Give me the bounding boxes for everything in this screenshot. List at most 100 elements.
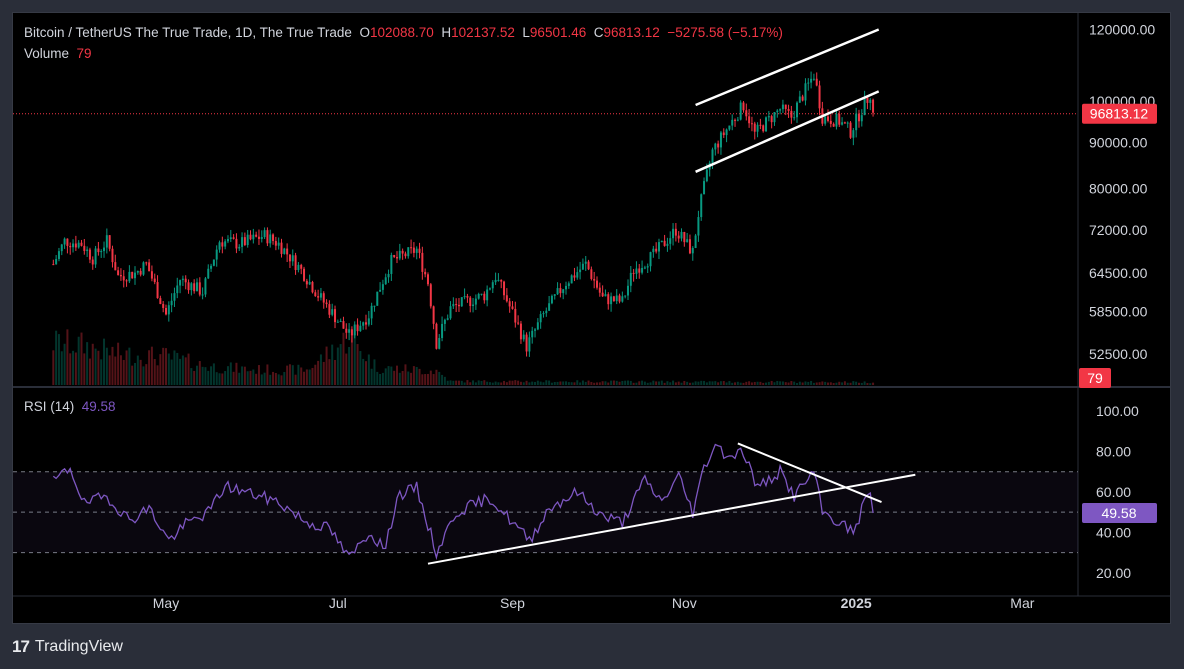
volume-bar <box>855 381 858 385</box>
candle-body <box>604 294 607 297</box>
candle-body <box>807 82 810 84</box>
candle-body <box>753 123 756 132</box>
candle-body <box>69 245 72 248</box>
symbol-title[interactable]: Bitcoin / TetherUS The True Trade, 1D, T… <box>24 25 352 40</box>
candle-body <box>288 254 291 262</box>
volume-bar <box>165 348 167 385</box>
candle-body <box>226 239 229 242</box>
candle-body <box>646 266 649 268</box>
volume-bar <box>72 350 75 385</box>
open-value: 102088.70 <box>369 25 434 40</box>
volume-bar <box>829 382 832 385</box>
candle-body <box>793 117 796 119</box>
candle-body <box>283 248 286 254</box>
volume-bar <box>469 382 472 385</box>
volume-bar <box>542 382 545 385</box>
candle-body <box>632 272 635 274</box>
candle-body <box>429 284 432 307</box>
candle-body <box>435 323 438 349</box>
volume-bar <box>626 380 629 385</box>
candle-body <box>426 274 429 285</box>
volume-bar <box>407 371 410 385</box>
volume-bar <box>514 380 517 385</box>
volume-bar <box>734 382 737 385</box>
candle-body <box>691 248 694 254</box>
volume-bar <box>818 382 821 385</box>
volume-bar <box>697 381 700 385</box>
volume-bar <box>584 381 587 385</box>
candle-body <box>260 237 263 239</box>
volume-bar <box>472 380 475 385</box>
volume-bar <box>570 382 573 385</box>
candle-body <box>353 324 356 336</box>
volume-bar <box>370 368 373 385</box>
legend-volume[interactable]: Volume 79 <box>24 46 92 61</box>
candle-body <box>184 278 187 283</box>
volume-bar <box>700 380 703 385</box>
candle-body <box>824 116 827 124</box>
volume-bar <box>97 350 100 385</box>
candle-body <box>765 117 768 132</box>
candle-body <box>210 265 213 269</box>
volume-bar <box>103 338 106 385</box>
volume-bar <box>728 381 731 385</box>
low-value: 96501.46 <box>529 25 587 40</box>
candle-body <box>593 278 596 281</box>
candle-body <box>669 238 672 244</box>
volume-bar <box>350 334 353 385</box>
volume-bar <box>550 382 553 385</box>
candle-body <box>759 124 762 126</box>
volume-bar <box>288 364 291 385</box>
volume-bar <box>384 368 387 385</box>
chart-canvas[interactable]: 120000.00100000.0090000.0080000.0072000.… <box>13 13 1170 623</box>
candle-body <box>686 239 689 243</box>
volume-bar <box>331 344 334 385</box>
volume-bar <box>556 381 559 385</box>
low-label: L <box>522 25 530 40</box>
volume-bar <box>534 381 537 385</box>
volume-bar <box>511 380 514 385</box>
candle-body <box>494 279 497 283</box>
volume-bar <box>776 380 779 385</box>
volume-bar <box>798 381 801 385</box>
volume-bar <box>672 380 675 385</box>
candle-body <box>415 248 418 253</box>
candle-body <box>503 281 506 296</box>
candle-body <box>393 255 396 258</box>
last-price-badge-bg <box>1082 103 1157 124</box>
candle-body <box>83 245 86 251</box>
candle-body <box>224 241 227 247</box>
candle-body <box>322 293 325 303</box>
footer[interactable]: 17 TradingView <box>12 636 123 658</box>
volume-bar <box>148 350 151 385</box>
candle-body <box>176 285 179 294</box>
volume-bar <box>525 380 528 385</box>
volume-bar <box>756 381 759 385</box>
rsi-label: RSI (14) <box>24 399 75 414</box>
candle-body <box>863 97 866 116</box>
volume-bar <box>508 380 511 385</box>
candle-body <box>128 271 131 282</box>
volume-bar <box>74 352 77 385</box>
volume-bar <box>463 382 466 385</box>
volume-bar <box>590 381 593 385</box>
candle-body <box>319 293 322 298</box>
candle-body <box>229 237 232 240</box>
volume-bar <box>872 382 875 385</box>
legend-rsi[interactable]: RSI (14) 49.58 <box>24 399 116 414</box>
volume-bar <box>748 381 751 385</box>
candle-body <box>269 234 272 244</box>
candle-body <box>615 295 618 302</box>
candle-body <box>131 271 134 279</box>
rsi-value: 49.58 <box>81 399 116 414</box>
candle-body <box>835 113 838 127</box>
candle-body <box>849 122 852 138</box>
candle-body <box>843 122 846 124</box>
candle-body <box>519 323 522 340</box>
volume-bar <box>857 382 860 385</box>
volume-bar <box>393 370 396 385</box>
chart-frame[interactable]: 120000.00 100000.00 90000.00 80000.00 72000.… <box>12 12 1171 624</box>
candle-body <box>438 338 441 349</box>
candle-body <box>869 99 872 103</box>
volume-bar <box>387 366 390 385</box>
